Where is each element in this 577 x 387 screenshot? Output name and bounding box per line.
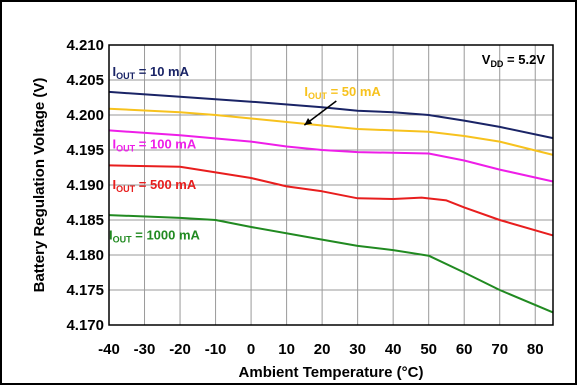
arrow-head [304, 118, 313, 126]
x-tick-label: -20 [169, 341, 191, 358]
series-line [108, 107, 554, 156]
x-tick-label: 0 [247, 341, 255, 358]
series-line [108, 164, 554, 237]
x-tick-label: 40 [385, 341, 402, 358]
x-axis-title: Ambient Temperature (°C) [239, 364, 424, 381]
y-tick-label: 4.185 [66, 212, 104, 229]
y-tick-label: 4.170 [66, 317, 104, 334]
annotation-sub: DD [490, 59, 503, 69]
series-label: IOUT = 100 mA [113, 137, 197, 154]
y-tick-label: 4.175 [66, 282, 104, 299]
y-tick-label: 4.210 [66, 37, 104, 54]
x-tick-label: -30 [134, 341, 156, 358]
y-tick-label: 4.195 [66, 142, 104, 159]
pointer-arrow [303, 100, 337, 126]
x-tick-label: 30 [349, 341, 366, 358]
plot-area-border [108, 44, 554, 326]
x-tick-label: 60 [456, 341, 473, 358]
y-tick-label: 4.190 [66, 177, 104, 194]
x-tick-label: 80 [527, 341, 544, 358]
series-line [108, 90, 554, 140]
series-line [108, 129, 554, 183]
x-tick-label: -10 [205, 341, 227, 358]
series-labels: IOUT = 10 mA IOUT = 50 mA IOUT = 100 mA IOU… [109, 64, 381, 245]
y-tick-labels: 4.210 4.205 4.200 4.195 4.190 4.185 4.180 4.175… [66, 37, 104, 334]
x-tick-label: 10 [278, 341, 295, 358]
series-label: IOUT = 500 mA [113, 177, 197, 194]
series-line [108, 214, 554, 314]
x-tick-labels: -40 -30 -20 -10 0 10 20 30 40 50 60 70 80 [98, 341, 543, 358]
x-tick-label: 70 [491, 341, 508, 358]
series-lines [108, 90, 554, 314]
y-tick-label: 4.200 [66, 107, 104, 124]
supply-voltage-annotation: VDD = 5.2V [482, 52, 546, 69]
x-tick-label: 50 [420, 341, 437, 358]
annotation-suffix: = 5.2V [503, 52, 545, 67]
x-tick-label: -40 [98, 341, 120, 358]
annotation-main: V [482, 52, 491, 67]
y-axis-title: Battery Regulation Voltage (V) [31, 78, 48, 293]
series-label: IOUT = 10 mA [113, 64, 190, 81]
y-tick-label: 4.180 [66, 247, 104, 264]
x-tick-label: 20 [314, 341, 331, 358]
y-tick-label: 4.205 [66, 72, 104, 89]
series-label: IOUT = 1000 mA [109, 228, 201, 245]
series-label: IOUT = 50 mA [304, 84, 381, 101]
